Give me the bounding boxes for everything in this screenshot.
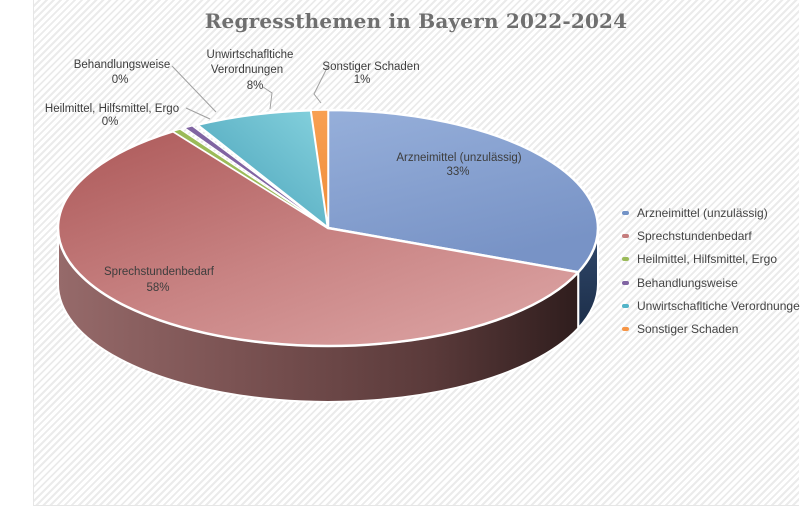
data-label-unwirtschaftliche-line2[interactable]: Verordnungen bbox=[210, 64, 284, 76]
data-label-sprechstundenbedarf[interactable]: Sprechstundenbedarf bbox=[104, 266, 214, 278]
legend-item-label: Behandlungsweise bbox=[637, 275, 738, 290]
data-label-behandlungsweise-pct[interactable]: 0% bbox=[111, 74, 129, 86]
legend-item-label: Unwirtschafltiche Verordnungen bbox=[637, 298, 800, 313]
legend-item-heilmittel[interactable]: Heilmittel, Hilfsmittel, Ergo bbox=[622, 248, 800, 271]
data-label-unwirtschaftliche-line1[interactable]: Unwirtschafltiche bbox=[206, 49, 294, 61]
legend-item-sonstiger[interactable]: Sonstiger Schaden bbox=[622, 317, 800, 340]
legend-item-behandlungsweise[interactable]: Behandlungsweise bbox=[622, 271, 800, 294]
legend-item-sprechstundenbedarf[interactable]: Sprechstundenbedarf bbox=[622, 224, 800, 247]
data-label-sonstiger-pct[interactable]: 1% bbox=[353, 74, 371, 86]
chart-title[interactable]: Regressthemen in Bayern 2022-2024 bbox=[204, 9, 628, 33]
leader-line-sonstiger bbox=[313, 63, 330, 104]
legend-marker-icon bbox=[622, 233, 629, 238]
legend-marker-icon bbox=[622, 210, 629, 215]
pie-slice-heilmittel[interactable] bbox=[171, 128, 329, 229]
legend-marker-icon bbox=[622, 280, 629, 285]
pie-slice-arzneimittel[interactable] bbox=[326, 108, 600, 274]
legend-marker-icon bbox=[622, 327, 629, 332]
legend-item-label: Arzneimittel (unzulässig) bbox=[637, 205, 768, 220]
data-label-heilmittel-pct[interactable]: 0% bbox=[101, 116, 119, 128]
data-label-arzneimittel-pct[interactable]: 33% bbox=[446, 166, 470, 178]
pie-slice-sprechstundenbedarf[interactable] bbox=[56, 130, 580, 348]
data-label-sprechstundenbedarf-pct[interactable]: 58% bbox=[146, 282, 170, 294]
legend-marker-icon bbox=[622, 303, 629, 308]
pie-slice-sonstiger[interactable] bbox=[310, 109, 329, 229]
pie-slice-unwirtschaftliche[interactable] bbox=[195, 108, 330, 230]
legend-item-arzneimittel[interactable]: Arzneimittel (unzulässig) bbox=[622, 201, 800, 224]
legend-item-unwirtschaftliche[interactable]: Unwirtschafltiche Verordnungen bbox=[622, 294, 800, 317]
data-label-behandlungsweise[interactable]: Behandlungsweise bbox=[73, 59, 171, 71]
data-label-sonstiger[interactable]: Sonstiger Schaden bbox=[322, 61, 420, 73]
data-label-heilmittel[interactable]: Heilmittel, Hilfsmittel, Ergo bbox=[44, 103, 180, 115]
legend-item-label: Sprechstundenbedarf bbox=[637, 228, 752, 243]
legend-item-label: Sonstiger Schaden bbox=[637, 322, 739, 337]
data-label-arzneimittel[interactable]: Arzneimittel (unzulässig) bbox=[396, 152, 522, 164]
pie-slice-behandlungsweise[interactable] bbox=[183, 125, 329, 229]
legend-item-label: Heilmittel, Hilfsmittel, Ergo bbox=[637, 252, 778, 267]
leader-line-heilmittel bbox=[185, 107, 211, 120]
data-label-unwirtschaftliche-pct[interactable]: 8% bbox=[246, 80, 264, 92]
legend: Arzneimittel (unzulässig) Sprechstundenb… bbox=[622, 201, 800, 343]
leader-line-unwirtschaftliche bbox=[262, 86, 273, 110]
legend-marker-icon bbox=[622, 257, 629, 262]
leader-line-behandlungsweise bbox=[171, 65, 217, 113]
